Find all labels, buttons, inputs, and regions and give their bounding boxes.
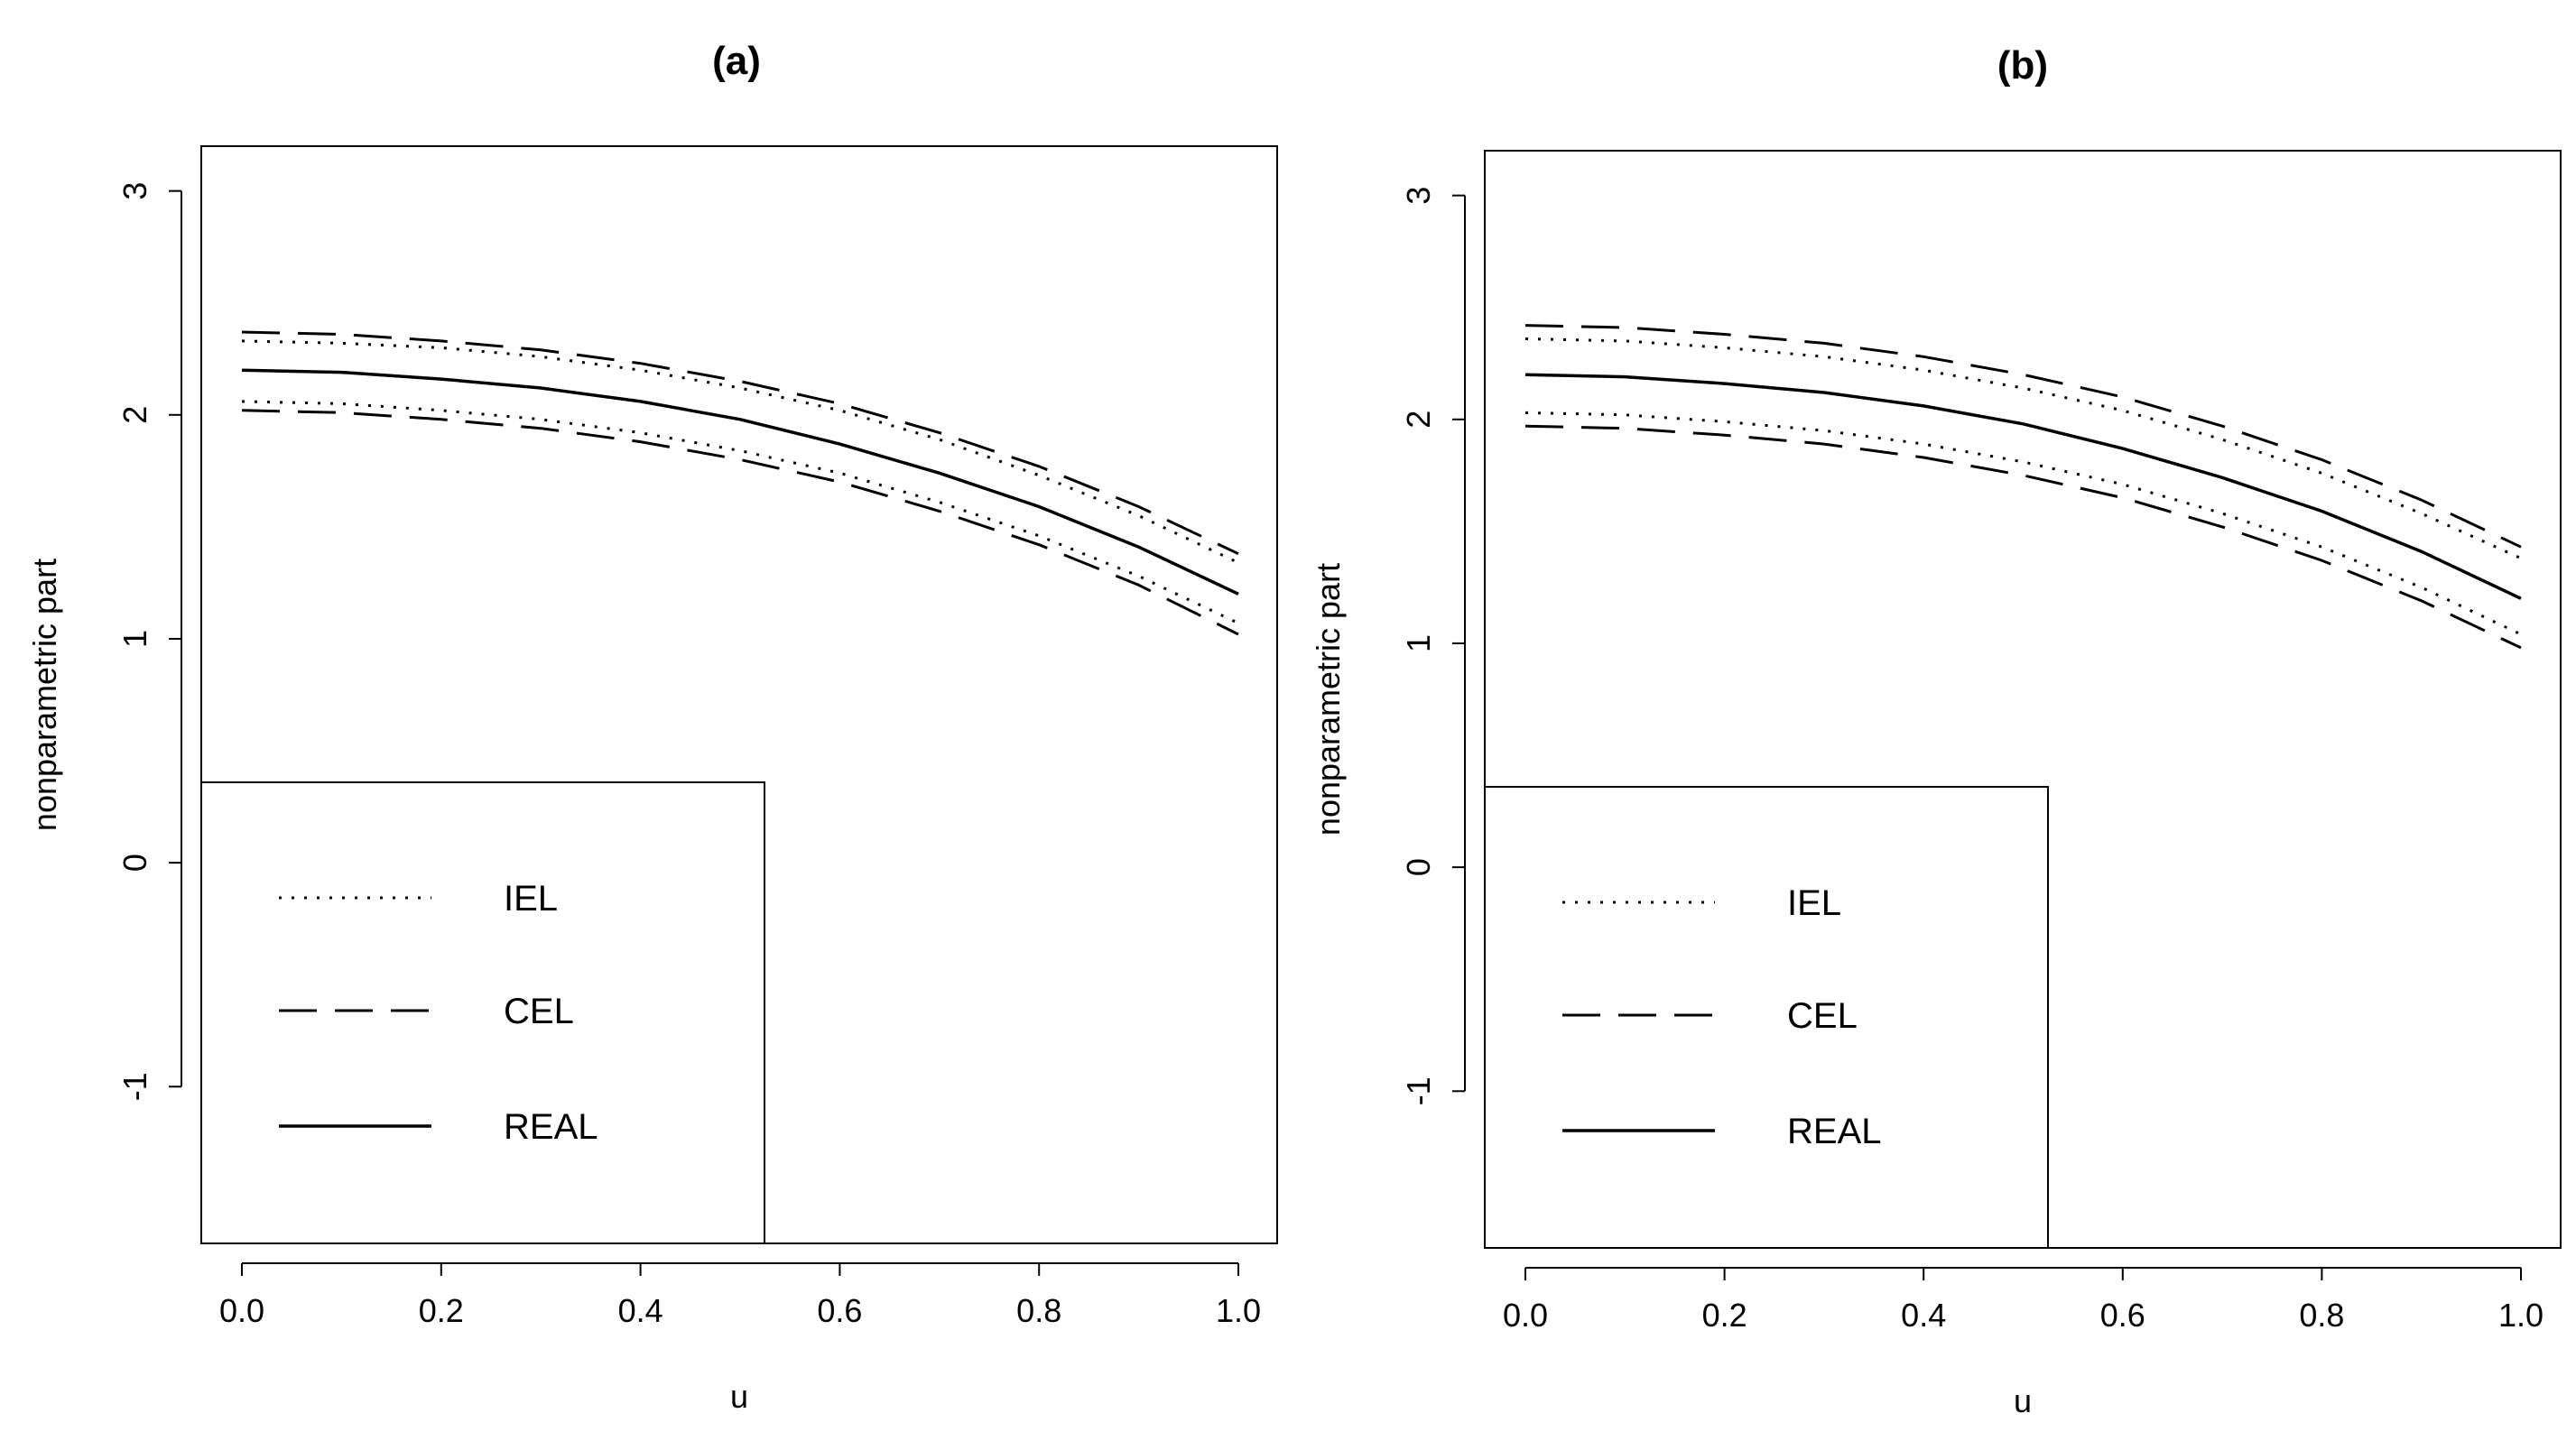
x-tick-label: 0.2 <box>1702 1297 1747 1334</box>
y-tick-label: 1 <box>116 630 153 648</box>
legend-label-cel: CEL <box>1787 996 1858 1036</box>
y-tick-label: 0 <box>116 854 153 872</box>
x-axis-label: u <box>730 1378 748 1415</box>
x-tick-label: 0.8 <box>1016 1292 1061 1329</box>
legend-label-real: REAL <box>1787 1112 1882 1151</box>
series-line-iel-lower <box>241 400 1239 624</box>
series-line-real-center <box>1524 373 2522 600</box>
legend-label-iel: IEL <box>1787 883 1841 923</box>
series-line-cel-upper <box>1524 324 2522 549</box>
x-tick-label: 0.8 <box>2299 1297 2344 1334</box>
legend-box <box>1484 786 2049 1249</box>
series-line-cel-lower <box>1524 424 2522 650</box>
legend-box <box>200 781 765 1244</box>
x-tick-label: 0.4 <box>618 1292 663 1329</box>
chart-title: (b) <box>1997 43 2048 88</box>
x-tick-label: 0.0 <box>219 1292 264 1329</box>
x-tick-label: 0.6 <box>817 1292 862 1329</box>
y-tick-label: 3 <box>116 182 153 200</box>
y-tick-label: -1 <box>1400 1076 1437 1105</box>
x-tick-label: 1.0 <box>2498 1297 2544 1334</box>
x-axis-label: u <box>2014 1382 2032 1419</box>
y-axis-label: nonparametric part <box>26 559 63 831</box>
y-tick-label: 0 <box>1400 858 1437 876</box>
series-line-iel-upper <box>1524 337 2522 560</box>
x-tick-label: 0.6 <box>2100 1297 2145 1334</box>
x-tick-label: 1.0 <box>1216 1292 1261 1329</box>
legend-label-cel: CEL <box>504 992 574 1031</box>
series-line-iel-upper <box>241 339 1239 564</box>
y-tick-label: 1 <box>1400 634 1437 652</box>
y-axis-label: nonparametric part <box>1310 563 1347 836</box>
series-line-real-center <box>241 368 1239 596</box>
x-tick-label: 0.2 <box>419 1292 464 1329</box>
series-line-cel-lower <box>241 409 1239 636</box>
y-tick-label: 3 <box>1400 187 1437 205</box>
y-tick-label: 2 <box>1400 411 1437 429</box>
chart-title: (a) <box>712 39 761 83</box>
x-tick-label: 0.4 <box>1901 1297 1946 1334</box>
y-tick-label: 2 <box>116 406 153 424</box>
legend-label-iel: IEL <box>504 879 558 919</box>
series-line-iel-lower <box>1524 411 2522 636</box>
legend-label-real: REAL <box>504 1107 598 1147</box>
series-line-cel-upper <box>241 330 1239 556</box>
y-tick-label: -1 <box>116 1072 153 1101</box>
x-tick-label: 0.0 <box>1503 1297 1548 1334</box>
